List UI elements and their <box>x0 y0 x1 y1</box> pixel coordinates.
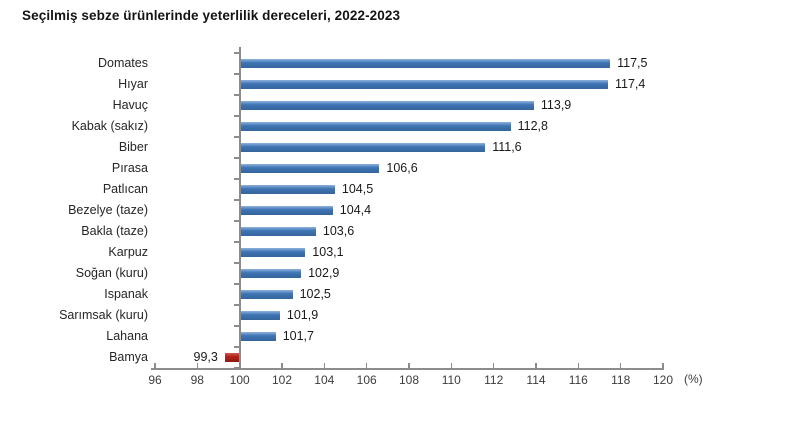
bar <box>239 206 333 215</box>
category-label: Soğan (kuru) <box>75 266 148 280</box>
value-axis-tick-label: 118 <box>611 373 631 387</box>
bar <box>239 332 276 341</box>
category-axis-tick <box>233 325 239 327</box>
category-label: Havuç <box>112 98 148 112</box>
value-label: 104,4 <box>339 203 372 217</box>
bar <box>239 269 302 278</box>
value-axis-tick-label: 96 <box>148 373 162 387</box>
value-axis-tick-label: 108 <box>398 373 420 387</box>
value-label: 101,9 <box>286 308 319 322</box>
bar <box>239 227 316 236</box>
value-axis-tick <box>450 363 453 368</box>
category-axis-tick <box>233 283 239 285</box>
value-axis-tick <box>619 363 622 368</box>
bar <box>239 164 380 173</box>
bar <box>239 185 335 194</box>
category-label: Bamya <box>109 350 148 364</box>
category-label: Bezelye (taze) <box>68 203 148 217</box>
category-axis-tick <box>233 73 239 75</box>
value-label: 111,6 <box>492 140 522 154</box>
value-axis-tick <box>535 363 537 368</box>
value-label: 102,9 <box>308 266 340 280</box>
value-axis-tick <box>662 363 664 368</box>
chart-title: Seçilmiş sebze ürünlerinde yeterlilik de… <box>22 8 401 23</box>
value-axis-tick <box>408 363 410 368</box>
bar <box>239 248 306 257</box>
bar <box>239 122 511 131</box>
value-axis-tick-label: 120 <box>652 373 674 387</box>
value-label: 103,1 <box>312 245 344 259</box>
category-axis-tick <box>233 304 239 306</box>
value-axis-tick <box>238 363 241 368</box>
value-axis-tick-label: 102 <box>271 373 293 387</box>
value-axis-tick <box>323 363 326 368</box>
category-axis-tick <box>233 241 239 243</box>
value-axis-line <box>151 368 664 370</box>
value-axis-tick <box>577 363 580 368</box>
category-axis-tick <box>233 157 239 159</box>
category-label: Bakla (taze) <box>81 224 148 238</box>
value-axis-tick-label: 104 <box>314 373 335 387</box>
bar <box>239 80 608 89</box>
category-axis-tick <box>233 178 239 180</box>
category-axis-tick <box>233 220 239 222</box>
category-axis-tick <box>233 136 239 138</box>
value-label: 112,8 <box>517 119 548 133</box>
value-axis-tick-label: 110 <box>441 373 461 387</box>
category-axis-tick <box>233 346 239 348</box>
value-axis-tick-label: 106 <box>356 373 377 387</box>
bar-below-baseline <box>224 353 240 362</box>
category-label: Kabak (sakız) <box>71 119 148 133</box>
value-axis-tick-label: 100 <box>229 373 250 387</box>
category-axis-tick <box>233 367 239 369</box>
value-label: 106,6 <box>386 161 418 175</box>
axis-unit-label: (%) <box>684 372 703 386</box>
value-label: 99,3 <box>193 350 218 364</box>
value-axis-tick <box>492 363 495 368</box>
value-axis-tick-label: 114 <box>526 373 546 387</box>
category-label: Sarımsak (kuru) <box>59 308 148 322</box>
category-label: Hıyar <box>118 77 148 91</box>
value-label: 101,7 <box>282 329 314 343</box>
category-axis-tick <box>233 52 239 54</box>
value-axis-tick <box>196 363 199 368</box>
category-axis-tick <box>233 115 239 117</box>
category-axis-tick <box>233 262 239 264</box>
value-axis-tick <box>281 363 283 368</box>
value-label: 103,6 <box>322 224 355 238</box>
value-axis-tick <box>365 363 368 368</box>
value-label: 117,5 <box>617 56 648 70</box>
category-axis-line <box>238 47 241 368</box>
value-axis-tick-label: 116 <box>568 373 588 387</box>
category-label: Patlıcan <box>102 182 148 196</box>
bar <box>239 311 280 320</box>
category-axis-tick <box>233 94 239 96</box>
category-label: Domates <box>97 56 148 70</box>
category-label: Lahana <box>106 329 148 343</box>
value-axis-tick-label: 112 <box>484 373 504 387</box>
category-axis-tick <box>233 199 239 201</box>
value-axis-tick <box>154 363 156 368</box>
category-label: Ispanak <box>104 287 148 301</box>
category-label: Pırasa <box>111 161 148 175</box>
value-axis-tick-label: 98 <box>190 373 204 387</box>
value-label: 113,9 <box>540 98 572 112</box>
value-label: 117,4 <box>615 77 646 91</box>
category-label: Karpuz <box>108 245 148 259</box>
bar <box>239 290 293 299</box>
bar <box>239 101 534 110</box>
bar <box>239 143 486 152</box>
value-label: 104,5 <box>341 182 374 196</box>
value-label: 102,5 <box>299 287 331 301</box>
bar <box>239 59 611 68</box>
category-label: Biber <box>118 140 148 154</box>
